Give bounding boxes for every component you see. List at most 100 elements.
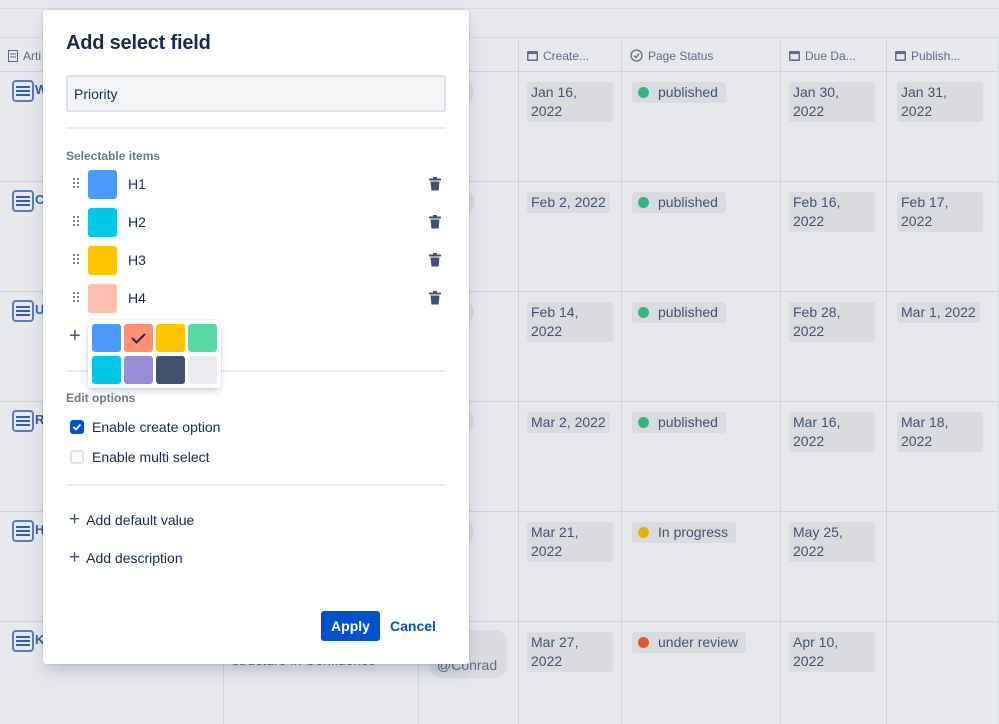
table-cell-published[interactable]	[887, 512, 999, 622]
date-chip: Jan 16, 2022	[527, 82, 613, 122]
table-cell-created[interactable]: Mar 21, 2022	[519, 512, 622, 622]
status-dot	[638, 307, 649, 318]
color-swatch-button[interactable]	[88, 246, 117, 275]
enable-create-option-checkbox[interactable]	[70, 420, 84, 434]
plus-icon: +	[69, 509, 81, 530]
item-label[interactable]: H4	[128, 290, 146, 306]
color-swatch-button[interactable]	[88, 170, 117, 199]
date-chip: Mar 2, 2022	[527, 412, 610, 433]
column-header-label: Publish...	[911, 48, 961, 63]
color-swatch-button[interactable]	[88, 284, 117, 313]
table-cell-published[interactable]: Mar 1, 2022	[887, 292, 999, 402]
table-cell-created[interactable]: Mar 2, 2022	[519, 402, 622, 512]
table-cell-published[interactable]: Mar 18, 2022	[887, 402, 999, 512]
plus-icon: +	[69, 547, 81, 568]
status-badge: published	[632, 82, 726, 103]
cancel-button[interactable]: Cancel	[385, 611, 441, 641]
date-chip: Mar 18, 2022	[897, 412, 983, 452]
selectable-item-h2: H2	[66, 208, 446, 238]
color-option-grey[interactable]	[188, 356, 217, 384]
article-title[interactable]: U	[35, 302, 45, 317]
table-cell-published[interactable]	[887, 622, 999, 724]
calendar-icon	[789, 51, 800, 61]
date-chip: Feb 17, 2022	[897, 192, 983, 232]
add-item-plus-icon[interactable]: +	[69, 325, 81, 347]
page-icon	[12, 630, 34, 652]
table-cell-due[interactable]: Mar 16, 2022	[781, 402, 887, 512]
column-header-label: Arti	[23, 48, 41, 63]
table-cell-status[interactable]: published	[622, 182, 781, 292]
table-cell-status[interactable]: published	[622, 72, 781, 182]
status-badge: under review	[632, 632, 747, 653]
table-cell-due[interactable]: Feb 28, 2022	[781, 292, 887, 402]
status-dot	[638, 417, 649, 428]
divider	[66, 127, 446, 129]
dialog-title: Add select field	[66, 32, 211, 54]
page-icon	[12, 190, 34, 212]
trash-icon[interactable]	[429, 177, 441, 191]
calendar-icon	[895, 51, 906, 61]
field-name-input[interactable]	[66, 75, 446, 112]
apply-button[interactable]: Apply	[321, 611, 380, 641]
table-cell-status[interactable]: published	[622, 402, 781, 512]
table-cell-due[interactable]: Jan 30, 2022	[781, 72, 887, 182]
drag-handle-icon[interactable]	[73, 178, 81, 190]
page-icon	[12, 300, 34, 322]
table-cell-published[interactable]: Jan 31, 2022	[887, 72, 999, 182]
table-cell-status[interactable]: under review	[622, 622, 781, 724]
drag-handle-icon[interactable]	[73, 216, 81, 228]
enable-create-option-label[interactable]: Enable create option	[92, 419, 221, 435]
color-option-red-selected[interactable]	[124, 324, 153, 352]
page-icon	[12, 80, 34, 102]
trash-icon[interactable]	[429, 291, 441, 305]
status-dot	[638, 637, 649, 648]
table-cell-due[interactable]: Apr 10, 2022	[781, 622, 887, 724]
article-title[interactable]: C	[35, 192, 45, 207]
color-picker-popover	[88, 320, 221, 388]
article-title[interactable]: R	[35, 412, 45, 427]
color-option-yellow[interactable]	[156, 324, 185, 352]
selectable-item-h3: H3	[66, 246, 446, 276]
item-label[interactable]: H1	[128, 176, 146, 192]
column-header-page-status[interactable]: Page Status	[622, 40, 781, 72]
table-cell-created[interactable]: Jan 16, 2022	[519, 72, 622, 182]
enable-multi-select-label[interactable]: Enable multi select	[92, 449, 210, 465]
status-badge: published	[632, 302, 726, 323]
table-cell-created[interactable]: Mar 27, 2022	[519, 622, 622, 724]
color-option-dark[interactable]	[156, 356, 185, 384]
table-cell-published[interactable]: Feb 17, 2022	[887, 182, 999, 292]
table-cell-due[interactable]: May 25, 2022	[781, 512, 887, 622]
add-description-button[interactable]: + Add description	[69, 547, 183, 568]
drag-handle-icon[interactable]	[73, 254, 81, 266]
item-label[interactable]: H3	[128, 252, 146, 268]
color-option-blue[interactable]	[92, 324, 121, 352]
date-chip: Mar 1, 2022	[897, 302, 980, 323]
color-option-green[interactable]	[188, 324, 217, 352]
check-icon	[72, 423, 82, 431]
table-cell-created[interactable]: Feb 2, 2022	[519, 182, 622, 292]
status-dot	[638, 87, 649, 98]
color-swatch-button[interactable]	[88, 208, 117, 237]
item-label[interactable]: H2	[128, 214, 146, 230]
date-chip: Apr 10, 2022	[789, 632, 875, 672]
date-chip: Feb 28, 2022	[789, 302, 875, 342]
enable-multi-select-checkbox[interactable]	[70, 450, 84, 464]
column-header-due-date[interactable]: Due Da...	[781, 40, 887, 72]
drag-handle-icon[interactable]	[73, 292, 81, 304]
article-title[interactable]: K	[35, 632, 45, 647]
trash-icon[interactable]	[429, 215, 441, 229]
date-chip: May 25, 2022	[789, 522, 875, 562]
column-header-created[interactable]: Create...	[519, 40, 622, 72]
column-header-publish[interactable]: Publish...	[887, 40, 999, 72]
color-option-teal[interactable]	[92, 356, 121, 384]
color-option-purple[interactable]	[124, 356, 153, 384]
table-cell-due[interactable]: Feb 16, 2022	[781, 182, 887, 292]
column-header-label: Due Da...	[805, 48, 856, 63]
add-default-value-button[interactable]: + Add default value	[69, 509, 194, 530]
selectable-item-h1: H1	[66, 170, 446, 200]
trash-icon[interactable]	[429, 253, 441, 267]
article-title[interactable]: H	[35, 522, 45, 537]
table-cell-created[interactable]: Feb 14, 2022	[519, 292, 622, 402]
table-cell-status[interactable]: published	[622, 292, 781, 402]
table-cell-status[interactable]: In progress	[622, 512, 781, 622]
